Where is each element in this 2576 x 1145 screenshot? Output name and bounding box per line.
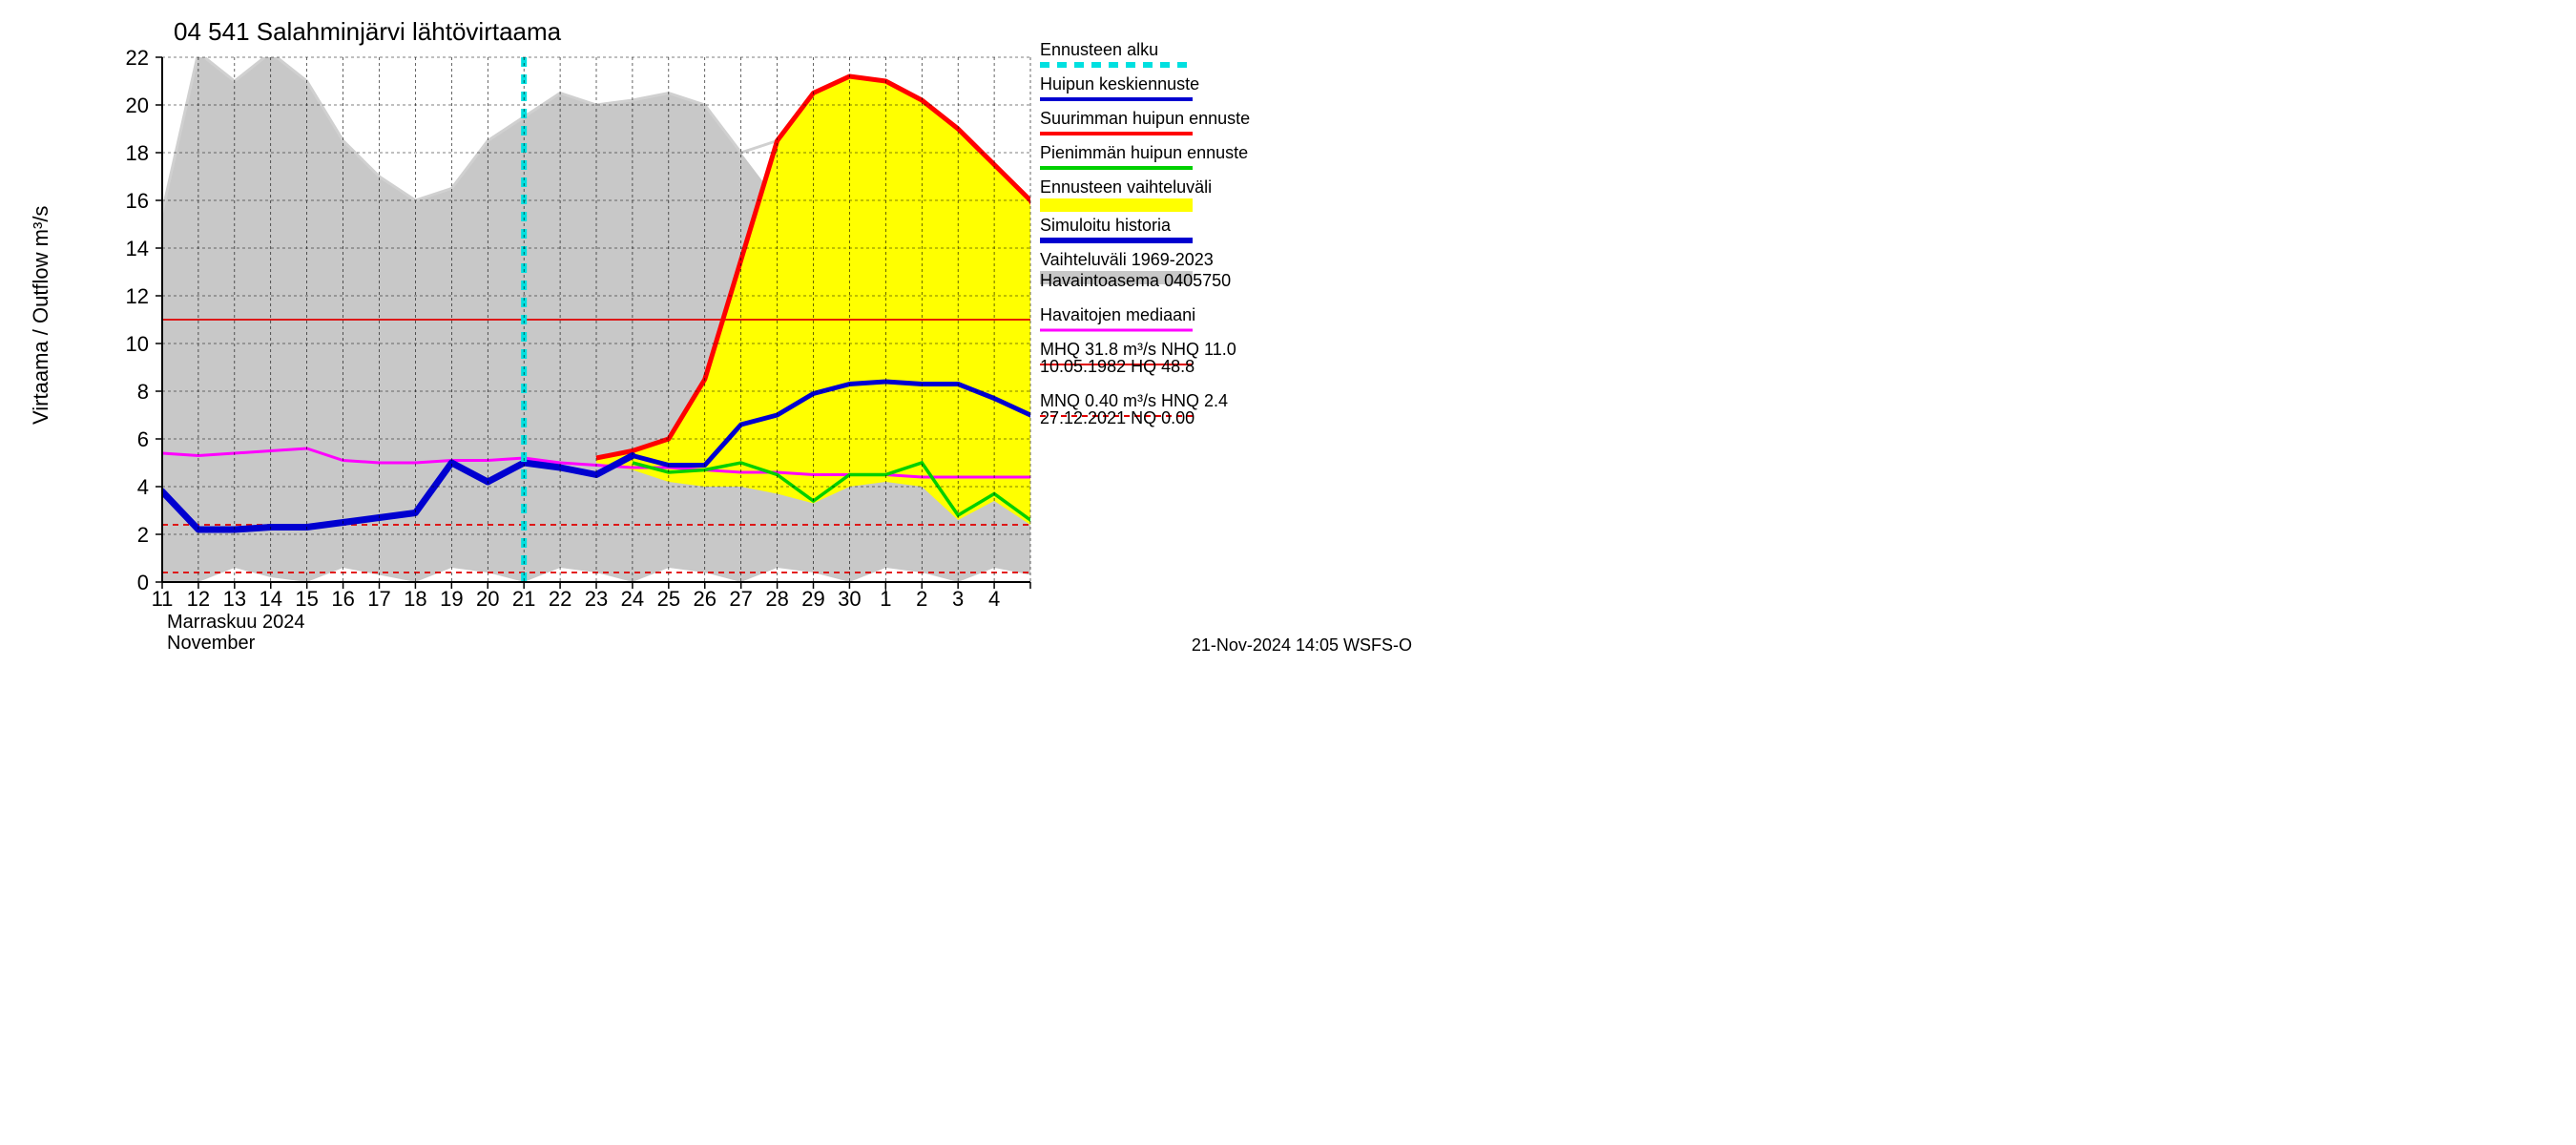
x-tick-label: 20 <box>476 587 499 611</box>
legend-label: Havaintoasema 0405750 <box>1040 271 1231 290</box>
x-tick-label: 21 <box>512 587 535 611</box>
y-tick-label: 14 <box>126 237 149 260</box>
x-tick-label: 26 <box>694 587 717 611</box>
x-tick-label: 18 <box>404 587 426 611</box>
x-tick-label: 16 <box>331 587 354 611</box>
legend-label: Suurimman huipun ennuste <box>1040 109 1250 128</box>
x-tick-label: 23 <box>585 587 608 611</box>
x-tick-label: 19 <box>440 587 463 611</box>
y-tick-label: 12 <box>126 284 149 308</box>
chart-title: 04 541 Salahminjärvi lähtövirtaama <box>174 17 562 46</box>
x-tick-label: 4 <box>988 587 1000 611</box>
x-tick-label: 17 <box>367 587 390 611</box>
legend-label: Ennusteen vaihteluväli <box>1040 177 1212 197</box>
x-tick-label: 28 <box>765 587 788 611</box>
y-tick-label: 4 <box>137 475 149 499</box>
legend-label: 10.05.1982 HQ 48.8 <box>1040 357 1195 376</box>
y-tick-label: 10 <box>126 332 149 356</box>
legend-label: MHQ 31.8 m³/s NHQ 11.0 <box>1040 340 1236 359</box>
y-tick-label: 8 <box>137 380 149 404</box>
x-tick-label: 11 <box>152 587 174 611</box>
legend-label: MNQ 0.40 m³/s HNQ 2.4 <box>1040 391 1228 410</box>
x-tick-label: 13 <box>223 587 246 611</box>
x-tick-label: 25 <box>657 587 680 611</box>
x-tick-label: 15 <box>295 587 318 611</box>
legend-label: Havaitojen mediaani <box>1040 305 1195 324</box>
chart-container: 0246810121416182022111213141516171819202… <box>0 0 1431 668</box>
x-tick-label: 30 <box>838 587 861 611</box>
x-tick-label: 3 <box>952 587 964 611</box>
legend-label: Ennusteen alku <box>1040 40 1158 59</box>
x-tick-label: 2 <box>916 587 927 611</box>
y-tick-label: 6 <box>137 427 149 451</box>
legend-label: 27.12.2021 NQ 0.00 <box>1040 408 1195 427</box>
month-label-en: November <box>167 633 256 654</box>
y-axis-label: Virtaama / Outflow m³/s <box>29 206 52 425</box>
plot-area <box>162 52 1067 582</box>
legend-label: Simuloitu historia <box>1040 216 1172 235</box>
legend-label: Huipun keskiennuste <box>1040 74 1199 94</box>
month-label-fi: Marraskuu 2024 <box>167 612 305 633</box>
x-tick-label: 14 <box>260 587 282 611</box>
chart-svg: 0246810121416182022111213141516171819202… <box>0 0 1431 668</box>
x-tick-label: 22 <box>549 587 571 611</box>
y-tick-label: 16 <box>126 189 149 213</box>
y-tick-label: 18 <box>126 141 149 165</box>
y-tick-label: 20 <box>126 94 149 117</box>
x-tick-label: 29 <box>801 587 824 611</box>
x-tick-label: 27 <box>729 587 752 611</box>
legend-label: Pienimmän huipun ennuste <box>1040 143 1248 162</box>
y-tick-label: 0 <box>137 571 149 594</box>
x-tick-label: 1 <box>880 587 891 611</box>
footer-text: 21-Nov-2024 14:05 WSFS-O <box>1192 635 1412 655</box>
legend-label: Vaihteluväli 1969-2023 <box>1040 250 1214 269</box>
x-tick-label: 24 <box>621 587 644 611</box>
legend-swatch <box>1040 198 1193 212</box>
x-tick-label: 12 <box>187 587 210 611</box>
y-tick-label: 2 <box>137 523 149 547</box>
y-tick-label: 22 <box>126 46 149 70</box>
